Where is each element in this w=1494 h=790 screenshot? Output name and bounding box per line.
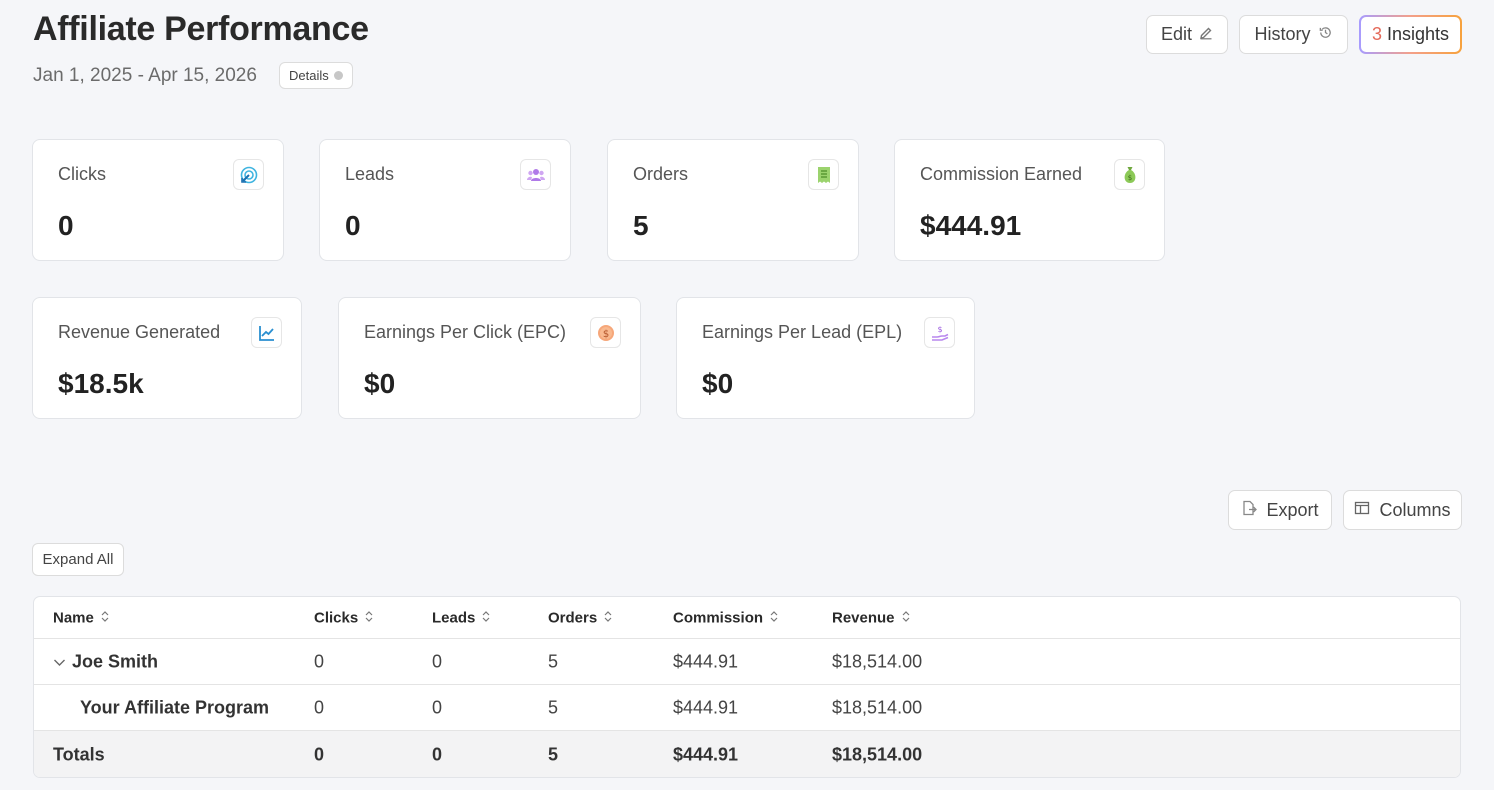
totals-row: Totals 0 0 5 $444.91 $18,514.00 <box>34 731 1460 777</box>
date-range: Jan 1, 2025 - Apr 15, 2026 <box>33 65 257 86</box>
stat-label: Earnings Per Click (EPC) <box>364 322 567 342</box>
stat-value: $0 <box>364 368 396 399</box>
affiliate-table: Name Clicks Leads Orders Commission Reve… <box>33 596 1461 778</box>
svg-text:$: $ <box>602 329 608 340</box>
details-label: Details <box>289 68 329 83</box>
stat-card-orders: Orders 5 <box>607 139 859 261</box>
row-revenue: $18,514.00 <box>832 697 923 717</box>
stat-label: Revenue Generated <box>58 322 221 342</box>
stat-label: Clicks <box>58 164 106 184</box>
receipt-icon <box>808 159 839 190</box>
export-button[interactable]: Export <box>1228 490 1332 530</box>
stat-value: 5 <box>633 210 649 241</box>
stat-card-revenue: Revenue Generated $18.5k <box>32 297 302 419</box>
pencil-icon <box>1199 24 1213 45</box>
chevron-down-icon[interactable] <box>53 651 66 672</box>
row-revenue: $18,514.00 <box>832 651 923 671</box>
row-name-cell: Joe Smith <box>53 651 158 672</box>
table-row: Your Affiliate Program 0 0 5 $444.91 $18… <box>34 685 1460 731</box>
history-clock-icon <box>1318 24 1333 45</box>
svg-text:$: $ <box>1127 174 1131 182</box>
stat-label: Orders <box>633 164 689 184</box>
history-button[interactable]: History <box>1239 15 1348 54</box>
totals-commission: $444.91 <box>673 744 739 765</box>
col-header-orders[interactable]: Orders <box>548 609 613 626</box>
row-commission: $444.91 <box>673 651 739 671</box>
stat-label: Commission Earned <box>920 164 1083 184</box>
col-header-leads[interactable]: Leads <box>432 609 491 626</box>
page-title: Affiliate Performance <box>33 10 369 48</box>
totals-clicks: 0 <box>314 744 325 765</box>
stat-card-epl: Earnings Per Lead (EPL) $0 $ <box>676 297 975 419</box>
svg-text:$: $ <box>937 325 942 334</box>
sort-icon <box>100 609 110 626</box>
totals-orders: 5 <box>548 744 559 765</box>
edit-label: Edit <box>1160 24 1193 44</box>
stat-label: Earnings Per Lead (EPL) <box>702 322 903 342</box>
sort-icon <box>481 609 491 626</box>
stat-value: 0 <box>58 210 74 241</box>
insights-label: Insights <box>1386 24 1450 44</box>
col-header-revenue[interactable]: Revenue <box>832 609 911 626</box>
stat-card-clicks: Clicks 0 <box>32 139 284 261</box>
table-row[interactable]: Joe Smith 0 0 5 $444.91 $18,514.00 <box>34 639 1460 685</box>
col-header-clicks[interactable]: Clicks <box>314 609 374 626</box>
columns-icon <box>1354 500 1370 521</box>
totals-revenue: $18,514.00 <box>832 744 923 765</box>
stat-value: $444.91 <box>920 210 1022 241</box>
row-orders: 5 <box>548 697 559 717</box>
totals-leads: 0 <box>432 744 443 765</box>
stat-value: 0 <box>345 210 361 241</box>
col-header-name[interactable]: Name <box>53 609 110 626</box>
insights-button[interactable]: 3 Insights <box>1359 15 1462 54</box>
row-clicks: 0 <box>314 697 325 717</box>
columns-label: Columns <box>1379 499 1451 520</box>
sort-icon <box>364 609 374 626</box>
expand-all-button[interactable]: Expand All <box>32 543 124 576</box>
edit-button[interactable]: Edit <box>1146 15 1228 54</box>
users-icon <box>520 159 551 190</box>
trend-chart-icon <box>251 317 282 348</box>
stat-card-commission: Commission Earned $444.91 $ <box>894 139 1165 261</box>
stat-value: $18.5k <box>58 368 144 399</box>
hand-dollar-icon: $ <box>924 317 955 348</box>
sort-icon <box>603 609 613 626</box>
row-leads: 0 <box>432 697 443 717</box>
stat-card-leads: Leads 0 <box>319 139 571 261</box>
sort-icon <box>769 609 779 626</box>
row-leads: 0 <box>432 651 443 671</box>
row-name-cell: Your Affiliate Program <box>80 697 270 717</box>
insights-count: 3 <box>1371 24 1382 44</box>
row-clicks: 0 <box>314 651 325 671</box>
table-header-row: Name Clicks Leads Orders Commission Reve… <box>34 597 1460 639</box>
row-commission: $444.91 <box>673 697 739 717</box>
dollar-coin-icon: $ <box>590 317 621 348</box>
stat-card-epc: Earnings Per Click (EPC) $0 $ <box>338 297 641 419</box>
stat-value: $0 <box>702 368 734 399</box>
target-click-icon <box>233 159 264 190</box>
row-orders: 5 <box>548 651 559 671</box>
export-icon <box>1241 500 1258 521</box>
details-button[interactable]: Details <box>279 62 353 89</box>
stat-label: Leads <box>345 164 395 184</box>
sort-icon <box>901 609 911 626</box>
info-icon <box>333 71 343 80</box>
columns-button[interactable]: Columns <box>1343 490 1462 530</box>
totals-label: Totals <box>53 744 105 765</box>
col-header-commission[interactable]: Commission <box>673 609 779 626</box>
money-bag-icon: $ <box>1114 159 1145 190</box>
export-label: Export <box>1266 499 1319 520</box>
history-label: History <box>1254 24 1311 44</box>
